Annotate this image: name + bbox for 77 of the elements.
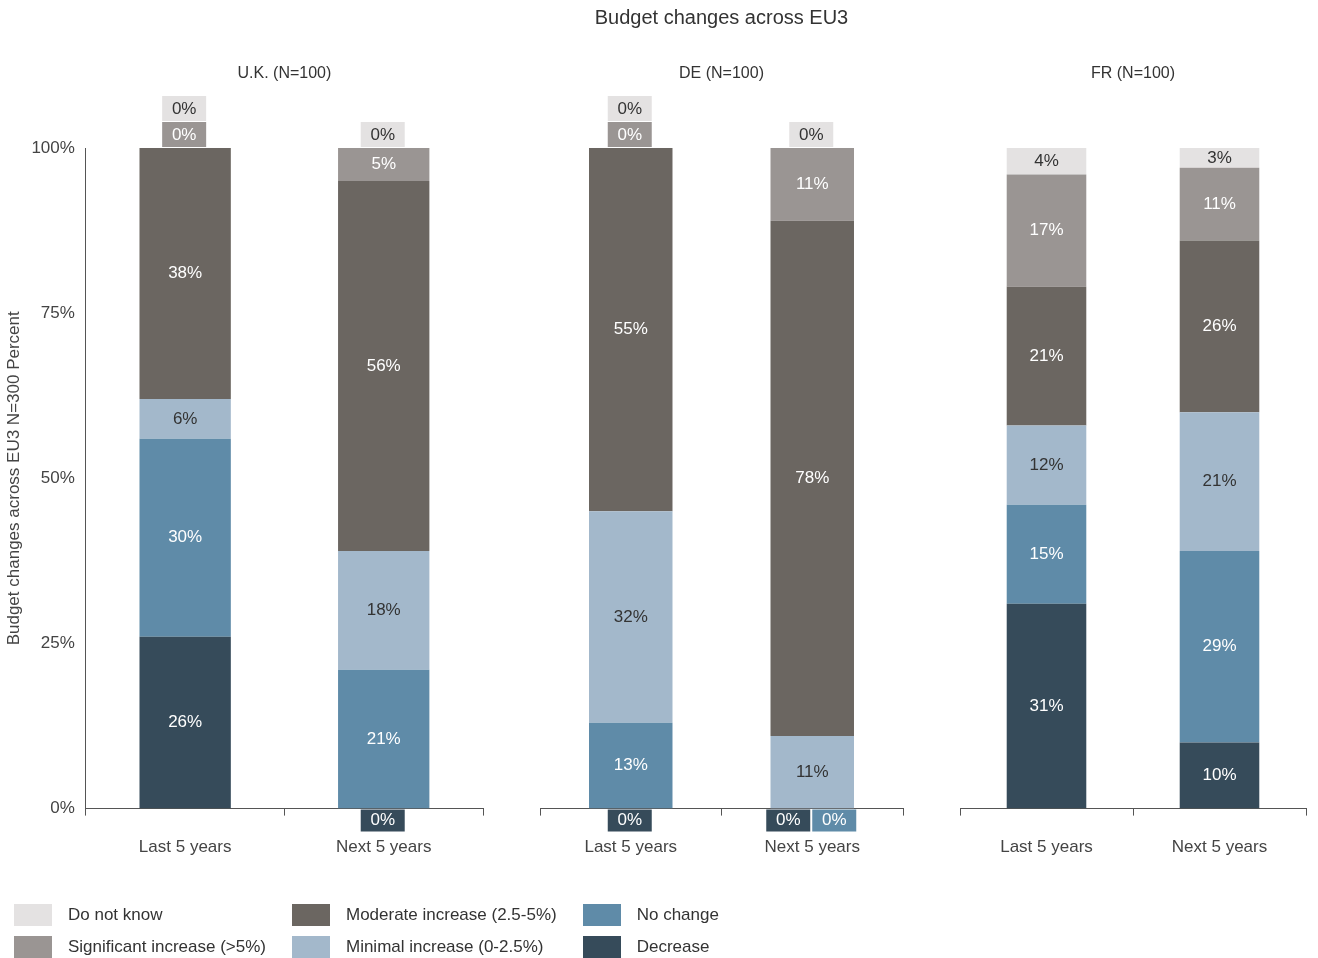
legend-label: Significant increase (>5%)	[68, 937, 266, 957]
bar	[338, 550, 430, 670]
data-label: 78%	[795, 467, 830, 487]
bar	[1006, 148, 1087, 175]
bar	[338, 148, 430, 182]
chart-subtitle: FR (N=100)	[1090, 64, 1176, 82]
data-label: 15%	[1029, 543, 1064, 563]
bar	[1179, 240, 1260, 413]
x-tick-label: Next 5 years	[336, 837, 432, 857]
bar	[1006, 504, 1087, 604]
bar	[1179, 167, 1260, 241]
data-label: 31%	[1029, 695, 1064, 715]
data-label: 55%	[613, 319, 648, 339]
data-label: 0%	[171, 98, 197, 118]
data-label: 29%	[1202, 636, 1237, 656]
y-tick-label: 100%	[31, 137, 75, 157]
y-axis-title: Budget changes across EU3 N=300 Percent	[3, 311, 23, 646]
y-tick-label: 50%	[40, 467, 75, 487]
x-tick-label: Last 5 years	[584, 837, 678, 857]
data-label: 0%	[617, 124, 643, 144]
data-label: 0%	[798, 124, 824, 144]
bar	[1179, 550, 1260, 743]
legend-label: Do not know	[68, 905, 163, 925]
data-label: 0%	[370, 810, 396, 830]
legend-label: No change	[636, 905, 719, 925]
legend-label: Minimal increase (0-2.5%)	[345, 937, 544, 957]
data-label: 11%	[795, 761, 829, 781]
bar	[1006, 174, 1087, 287]
data-label: 0%	[370, 124, 396, 144]
data-label: 32%	[613, 606, 648, 626]
data-label: 30%	[168, 527, 203, 547]
bar	[139, 148, 231, 400]
data-label: 0%	[775, 810, 801, 830]
x-tick-label: Next 5 years	[1171, 837, 1268, 857]
y-tick-label: 0%	[50, 798, 75, 818]
data-label: 10%	[1202, 765, 1237, 785]
bar	[139, 399, 231, 439]
x-tick-label: Last 5 years	[138, 837, 232, 857]
chart-title: Budget changes across EU3	[593, 6, 850, 29]
data-label: 0%	[617, 810, 643, 830]
chart-subtitle: DE (N=100)	[678, 64, 765, 82]
bar	[1006, 603, 1087, 809]
legend-label: Moderate increase (2.5-5%)	[345, 905, 557, 925]
data-label: 0%	[617, 98, 643, 118]
data-label: 21%	[1029, 345, 1064, 365]
legend-label: Decrease	[636, 937, 710, 957]
data-label: 11%	[1203, 193, 1236, 213]
data-label: 4%	[1034, 150, 1059, 170]
data-label: 38%	[168, 263, 203, 283]
data-label: 0%	[171, 124, 197, 144]
data-label: 11%	[795, 174, 829, 194]
data-label: 17%	[1029, 220, 1064, 240]
bar	[139, 438, 231, 637]
data-label: 21%	[1202, 471, 1237, 491]
bar	[1006, 286, 1087, 426]
data-label: 0%	[821, 810, 847, 830]
data-label: 3%	[1207, 147, 1232, 167]
data-label: 26%	[1202, 316, 1237, 336]
data-label: 6%	[172, 408, 198, 428]
data-label: 13%	[613, 755, 648, 775]
data-label: 18%	[366, 600, 401, 620]
data-label: 56%	[366, 355, 401, 375]
bar	[139, 636, 231, 809]
data-label: 5%	[371, 154, 397, 174]
x-tick-label: Last 5 years	[1000, 837, 1093, 857]
bar	[1179, 742, 1260, 809]
y-tick-label: 75%	[40, 302, 75, 322]
data-label: 12%	[1029, 454, 1064, 474]
data-label: 26%	[168, 712, 203, 732]
bar	[338, 669, 430, 809]
chart-subtitle: U.K. (N=100)	[236, 64, 333, 82]
bar	[338, 181, 430, 551]
data-label: 21%	[366, 728, 401, 748]
bar	[1179, 412, 1260, 551]
y-tick-label: 25%	[40, 633, 75, 653]
bar	[1006, 425, 1087, 505]
x-tick-label: Next 5 years	[764, 837, 860, 857]
